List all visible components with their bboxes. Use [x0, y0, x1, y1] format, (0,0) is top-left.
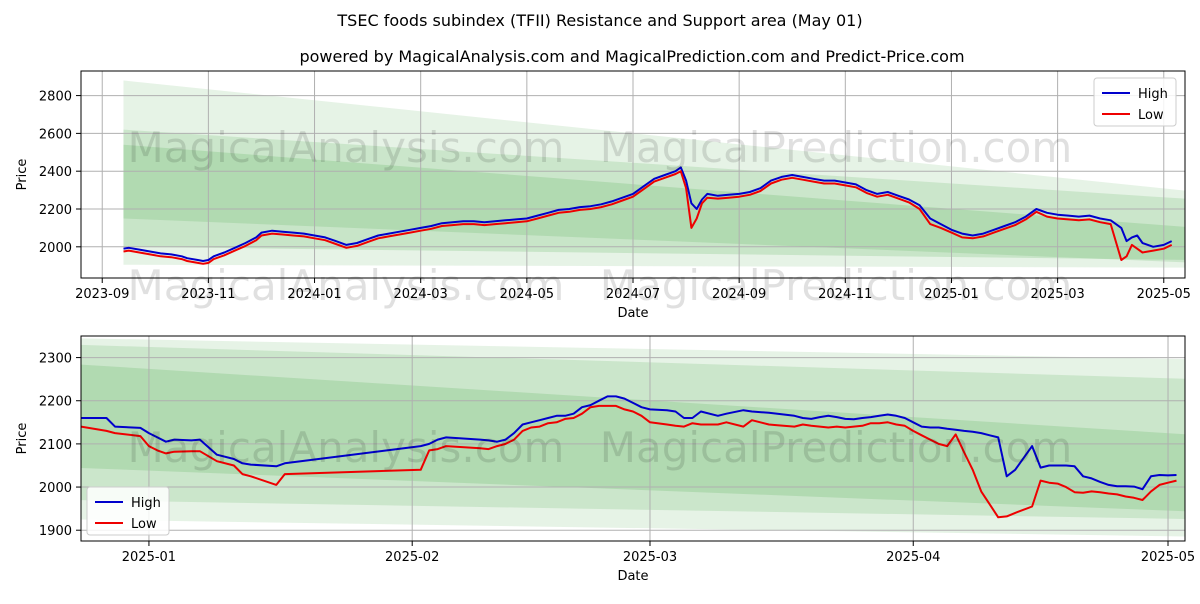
x-tick-label: 2025-03 — [1030, 287, 1084, 302]
x-tick-label: 2025-01 — [924, 287, 978, 302]
y-tick-label: 2000 — [39, 241, 72, 256]
x-tick-label: 2024-05 — [500, 287, 554, 302]
plot-area — [81, 71, 1198, 278]
y-tick-label: 2200 — [39, 395, 72, 410]
x-tick-label: 2024-11 — [818, 287, 872, 302]
y-tick-label: 2400 — [39, 165, 72, 180]
legend-high-label: High — [1138, 87, 1168, 102]
y-tick-label: 2100 — [39, 438, 72, 453]
x-tick-label: 2025-04 — [886, 550, 940, 565]
y-axis-label: Price — [15, 159, 30, 191]
chart-title: TSEC foods subindex (TFII) Resistance an… — [336, 11, 862, 30]
legend-box — [1094, 78, 1176, 126]
x-tick-label: 2023-09 — [75, 287, 129, 302]
y-tick-label: 1900 — [39, 524, 72, 539]
legend-box — [87, 487, 169, 535]
legend-low-label: Low — [1138, 108, 1164, 123]
y-tick-label: 2300 — [39, 352, 72, 367]
x-axis-label: Date — [617, 306, 648, 321]
x-tick-label: 2025-02 — [385, 550, 439, 565]
y-tick-label: 2000 — [39, 481, 72, 496]
legend-high-label: High — [131, 496, 161, 511]
y-tick-label: 2200 — [39, 203, 72, 218]
x-tick-label: 2024-09 — [712, 287, 766, 302]
x-tick-label: 2025-05 — [1137, 287, 1191, 302]
x-tick-label: 2025-01 — [122, 550, 176, 565]
y-tick-label: 2600 — [39, 127, 72, 142]
x-tick-label: 2025-03 — [623, 550, 677, 565]
chart-subtitle: powered by MagicalAnalysis.com and Magic… — [299, 47, 964, 66]
legend-low-label: Low — [131, 517, 157, 532]
legend: High Low — [1094, 78, 1176, 126]
detail-panel: MagicalAnalysis.com MagicalPrediction.com… — [15, 336, 1200, 584]
y-tick-label: 2800 — [39, 90, 72, 105]
x-tick-label: 2025-05 — [1141, 550, 1195, 565]
x-tick-label: 2024-03 — [394, 287, 448, 302]
legend: High Low — [87, 487, 169, 535]
x-tick-label: 2024-07 — [606, 287, 660, 302]
watermark-text: MagicalPrediction.com — [600, 261, 1073, 310]
watermark-text: MagicalPrediction.com — [600, 423, 1073, 472]
watermark-text: MagicalAnalysis.com — [128, 423, 565, 472]
y-axis-label: Price — [15, 423, 30, 455]
x-tick-label: 2023-11 — [181, 287, 235, 302]
x-axis-label: Date — [617, 569, 648, 584]
watermark-text: MagicalAnalysis.com — [128, 123, 565, 172]
x-tick-label: 2024-01 — [287, 287, 341, 302]
watermark-text: MagicalPrediction.com — [600, 123, 1073, 172]
watermark-text: MagicalAnalysis.com — [128, 261, 565, 310]
overview-panel: MagicalAnalysis.com MagicalPrediction.com… — [15, 71, 1198, 321]
